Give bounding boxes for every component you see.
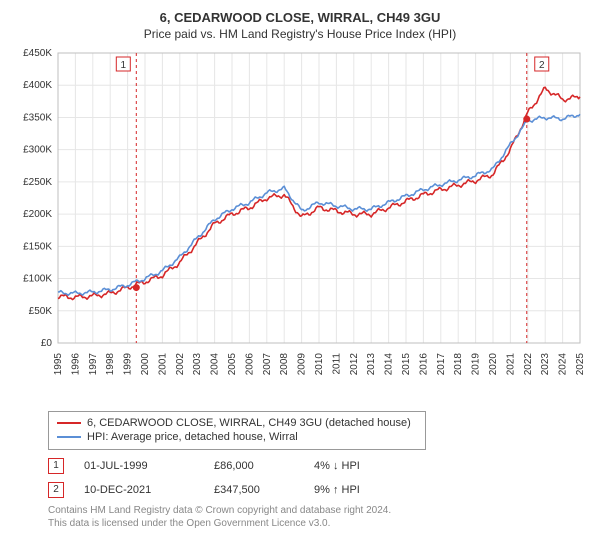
svg-text:2001: 2001 xyxy=(157,353,168,376)
marker-price: £86,000 xyxy=(214,460,294,472)
svg-text:2003: 2003 xyxy=(192,353,203,376)
marker-date: 01-JUL-1999 xyxy=(84,460,194,472)
chart-legend: 6, CEDARWOOD CLOSE, WIRRAL, CH49 3GU (de… xyxy=(48,411,426,450)
svg-text:1: 1 xyxy=(121,60,127,71)
line-chart: £0 £50K £100K £150K £200K £250K £300K £350K £400… xyxy=(10,45,590,405)
svg-text:2023: 2023 xyxy=(540,353,551,376)
title-address: 6, CEDARWOOD CLOSE, WIRRAL, CH49 3GU xyxy=(10,10,590,25)
attribution-line: Contains HM Land Registry data © Crown c… xyxy=(48,504,570,517)
svg-text:2004: 2004 xyxy=(210,353,221,376)
svg-text:2006: 2006 xyxy=(244,353,255,376)
svg-text:2008: 2008 xyxy=(279,353,290,376)
legend-row: HPI: Average price, detached house, Wirr… xyxy=(57,430,417,444)
svg-text:£150K: £150K xyxy=(23,241,52,252)
svg-text:£350K: £350K xyxy=(23,112,52,123)
svg-text:2014: 2014 xyxy=(384,353,395,376)
marker-delta: 4% ↓ HPI xyxy=(314,460,424,472)
svg-text:2011: 2011 xyxy=(331,353,342,375)
marker-table: 1 01-JUL-1999 £86,000 4% ↓ HPI 2 10-DEC-… xyxy=(48,454,570,502)
svg-text:£250K: £250K xyxy=(23,177,52,188)
marker-badge-2: 2 xyxy=(48,482,64,498)
svg-text:2025: 2025 xyxy=(575,353,586,376)
svg-text:2015: 2015 xyxy=(401,353,412,376)
marker-date: 10-DEC-2021 xyxy=(84,484,194,496)
marker-row: 1 01-JUL-1999 £86,000 4% ↓ HPI xyxy=(48,454,570,478)
svg-text:2013: 2013 xyxy=(366,353,377,376)
svg-text:2: 2 xyxy=(539,60,545,71)
chart-titles: 6, CEDARWOOD CLOSE, WIRRAL, CH49 3GU Pri… xyxy=(10,10,590,41)
svg-text:£200K: £200K xyxy=(23,209,52,220)
marker-price: £347,500 xyxy=(214,484,294,496)
svg-text:1995: 1995 xyxy=(53,353,64,376)
svg-text:£400K: £400K xyxy=(23,80,52,91)
svg-text:2016: 2016 xyxy=(418,353,429,376)
svg-text:2022: 2022 xyxy=(523,353,534,376)
attribution: Contains HM Land Registry data © Crown c… xyxy=(48,504,570,530)
svg-text:2002: 2002 xyxy=(175,353,186,376)
svg-text:2024: 2024 xyxy=(558,353,569,376)
marker-badge-1: 1 xyxy=(48,458,64,474)
svg-text:2012: 2012 xyxy=(349,353,360,376)
page: 6, CEDARWOOD CLOSE, WIRRAL, CH49 3GU Pri… xyxy=(0,0,600,538)
marker-delta: 9% ↑ HPI xyxy=(314,484,424,496)
svg-text:2009: 2009 xyxy=(297,353,308,376)
legend-swatch-property xyxy=(57,422,81,424)
attribution-line: This data is licensed under the Open Gov… xyxy=(48,517,570,530)
svg-text:1996: 1996 xyxy=(70,353,81,376)
svg-text:£300K: £300K xyxy=(23,145,52,156)
chart-container: £0 £50K £100K £150K £200K £250K £300K £350K £400… xyxy=(10,45,590,405)
svg-text:2007: 2007 xyxy=(262,353,273,376)
marker-row: 2 10-DEC-2021 £347,500 9% ↑ HPI xyxy=(48,478,570,502)
svg-text:£50K: £50K xyxy=(29,306,53,317)
svg-text:£0: £0 xyxy=(41,338,53,349)
title-subtitle: Price paid vs. HM Land Registry's House … xyxy=(10,27,590,41)
svg-text:2018: 2018 xyxy=(453,353,464,376)
svg-text:2021: 2021 xyxy=(505,353,516,376)
svg-text:2019: 2019 xyxy=(471,353,482,376)
svg-text:1997: 1997 xyxy=(88,353,99,376)
svg-text:1998: 1998 xyxy=(105,353,116,376)
svg-text:2005: 2005 xyxy=(227,353,238,376)
svg-text:2000: 2000 xyxy=(140,353,151,376)
legend-label: 6, CEDARWOOD CLOSE, WIRRAL, CH49 3GU (de… xyxy=(87,416,411,430)
svg-text:1999: 1999 xyxy=(123,353,134,376)
svg-text:2010: 2010 xyxy=(314,353,325,376)
legend-label: HPI: Average price, detached house, Wirr… xyxy=(87,430,298,444)
svg-text:2020: 2020 xyxy=(488,353,499,376)
svg-text:2017: 2017 xyxy=(436,353,447,376)
legend-swatch-hpi xyxy=(57,436,81,438)
legend-row: 6, CEDARWOOD CLOSE, WIRRAL, CH49 3GU (de… xyxy=(57,416,417,430)
svg-text:£450K: £450K xyxy=(23,48,52,59)
svg-text:£100K: £100K xyxy=(23,274,52,285)
